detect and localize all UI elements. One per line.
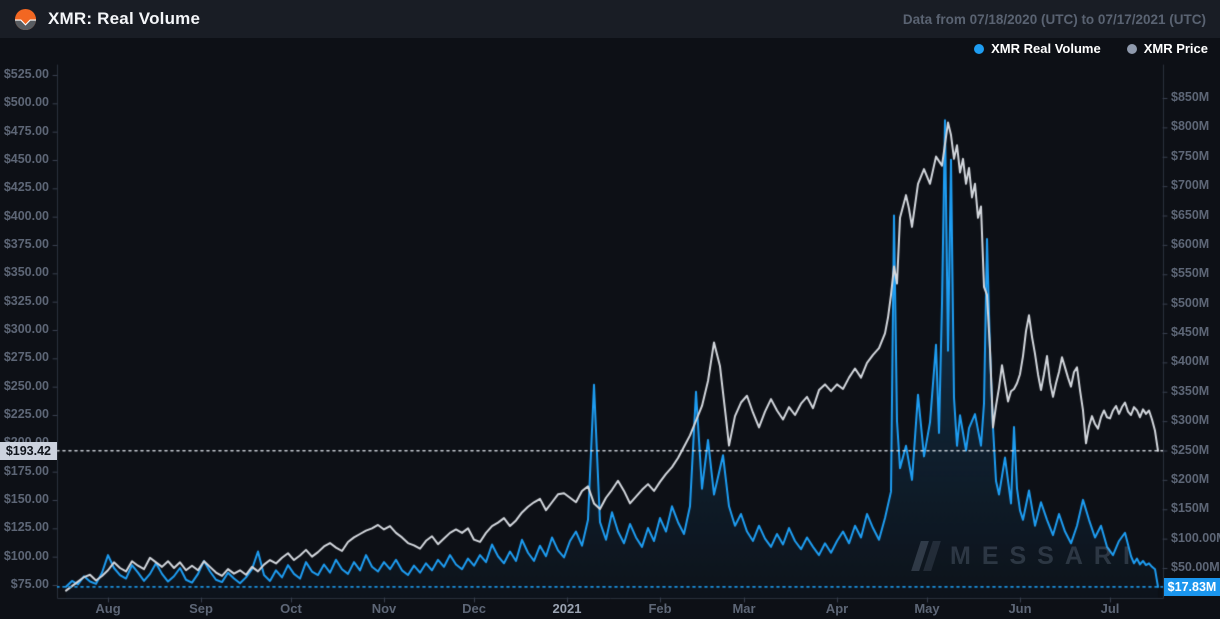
right-axis-tick-label: $450M — [1171, 325, 1210, 339]
right-axis-tick-label: $200M — [1171, 471, 1210, 486]
right-axis-tick-label: $550M — [1171, 266, 1210, 281]
right-axis-tick-label: $150M — [1171, 501, 1210, 516]
right-axis-tick-label: $300M — [1171, 413, 1210, 428]
right-axis-tick-label: $100.00M — [1171, 530, 1220, 545]
left-axis-tick-label: $175.00 — [3, 463, 49, 478]
x-axis-month-label: Dec — [462, 601, 486, 616]
x-axis-month-label: Mar — [732, 601, 756, 616]
x-axis-month-label: Feb — [648, 601, 672, 616]
right-axis-tick-label: $400M — [1171, 354, 1210, 369]
left-axis-tick-label: $375.00 — [3, 237, 49, 251]
left-axis-tick-label: $350.00 — [3, 265, 49, 280]
left-axis-tick-label: $275.00 — [3, 350, 49, 365]
x-axis-month-label: Apr — [825, 601, 849, 616]
left-axis-tick-label: $100.00 — [3, 548, 49, 563]
left-axis-tick-label: $125.00 — [3, 520, 49, 535]
right-axis-tick-label: $700M — [1171, 178, 1210, 193]
left-axis-tick-label: $400.00 — [3, 208, 49, 223]
right-axis-tick-label: $50.00M — [1171, 560, 1220, 574]
x-axis-month-label: Jun — [1008, 601, 1032, 616]
right-axis-tick-label: $350M — [1171, 383, 1210, 398]
x-axis-month-label: 2021 — [552, 601, 582, 616]
left-axis-tick-label: $225.00 — [3, 407, 49, 421]
left-axis-tick-label: $250.00 — [3, 378, 49, 393]
x-axis-month-label: Sep — [189, 601, 213, 616]
right-axis-tick-label: $800M — [1171, 119, 1210, 134]
x-axis-month-label: Aug — [95, 601, 121, 616]
left-axis-tick-label: $75.00 — [10, 577, 49, 591]
left-axis-tick-label: $500.00 — [3, 95, 49, 110]
current-price-badge: $193.42 — [0, 441, 57, 460]
left-axis-tick-label: $425.00 — [3, 180, 49, 195]
right-axis-tick-label: $600M — [1171, 236, 1210, 251]
right-axis-tick-label: $500M — [1171, 295, 1210, 310]
left-axis-tick-label: $525.00 — [3, 67, 49, 81]
x-axis-month-label: Nov — [371, 601, 397, 616]
left-axis-tick-label: $475.00 — [3, 123, 49, 138]
left-axis-tick-label: $300.00 — [3, 322, 49, 336]
right-axis-tick-label: $650M — [1171, 207, 1210, 222]
left-axis-tick-label: $450.00 — [3, 152, 49, 166]
right-axis-tick-label: $250M — [1171, 442, 1210, 457]
current-volume-badge: $17.83M — [1164, 577, 1220, 596]
left-axis-tick-label: $325.00 — [3, 293, 49, 308]
right-axis-tick-label: $850M — [1171, 90, 1210, 104]
x-axis-month-label: May — [914, 601, 940, 616]
right-axis-tick-label: $750M — [1171, 148, 1210, 163]
x-axis-month-label: Oct — [280, 601, 302, 616]
left-axis-tick-label: $150.00 — [3, 492, 49, 506]
x-axis-month-label: Jul — [1100, 601, 1120, 616]
